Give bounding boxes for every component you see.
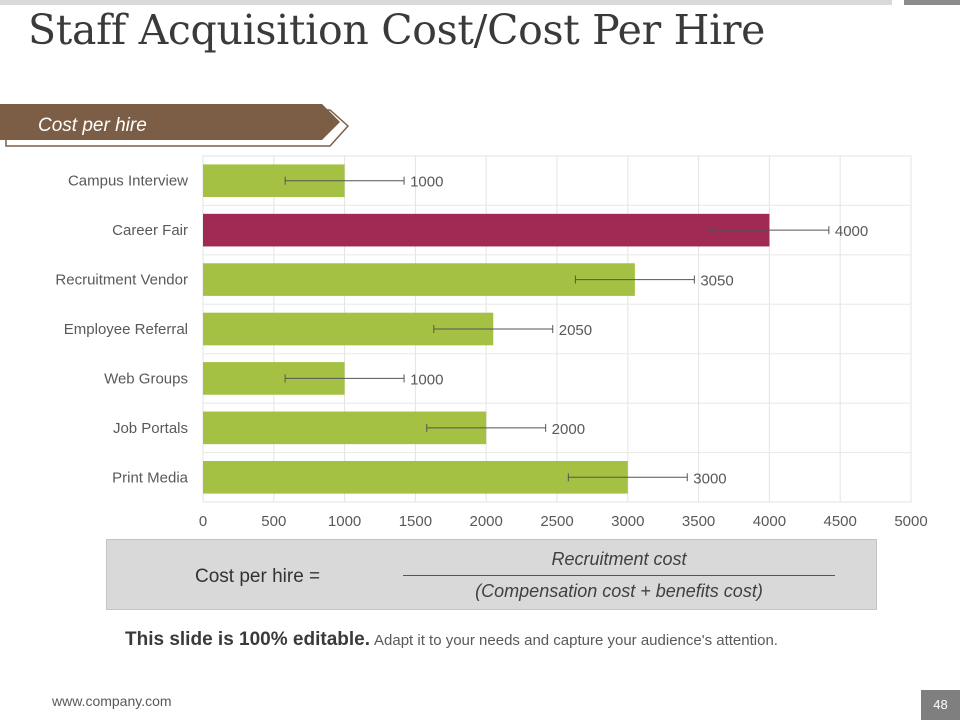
formula-denominator: (Compensation cost + benefits cost) (475, 581, 763, 601)
data-label: 3000 (693, 470, 726, 487)
slide-title: Staff Acquisition Cost/Cost Per Hire (28, 6, 766, 54)
formula-fraction-line (403, 575, 835, 576)
footer-url[interactable]: www.company.com (52, 693, 172, 709)
x-tick-label: 1500 (399, 513, 432, 530)
cost-per-hire-bar-chart: 0 500 1000 1500 2000 2500 3000 3500 4000 4500 5000… (55, 155, 928, 530)
top-rule-accent (904, 0, 960, 5)
x-tick-label: 3500 (682, 513, 715, 530)
chart-error-bars (284, 176, 830, 482)
formula-lhs: Cost per hire = (195, 566, 321, 587)
data-label: 4000 (835, 223, 868, 240)
section-banner (0, 104, 350, 147)
category-label: Print Media (112, 469, 189, 486)
x-tick-label: 4000 (753, 513, 786, 530)
x-tick-label: 3000 (611, 513, 644, 530)
top-rule (0, 0, 892, 5)
editable-note-rest: Adapt it to your needs and capture your … (374, 632, 778, 649)
category-label: Job Portals (113, 420, 188, 437)
data-label: 2050 (559, 322, 592, 339)
category-label: Recruitment Vendor (55, 272, 188, 289)
x-tick-label: 0 (199, 513, 207, 530)
section-banner-label: Cost per hire (38, 115, 147, 136)
x-tick-label: 4500 (824, 513, 857, 530)
chart-bars (203, 164, 770, 494)
page-number: 48 (921, 690, 960, 720)
data-label: 1000 (410, 371, 443, 388)
category-label: Campus Interview (68, 173, 188, 190)
editable-note: This slide is 100% editable. Adapt it to … (125, 629, 778, 651)
bar (203, 213, 770, 247)
bar (203, 263, 635, 296)
x-tick-label: 1000 (328, 513, 361, 530)
x-tick-label: 2000 (470, 513, 503, 530)
x-tick-label: 5000 (894, 513, 927, 530)
bar (203, 460, 628, 494)
x-tick-label: 500 (261, 513, 286, 530)
editable-note-bold: This slide is 100% editable. (125, 629, 370, 650)
data-label: 2000 (552, 421, 585, 438)
category-label: Web Groups (104, 370, 188, 387)
x-tick-label: 2500 (540, 513, 573, 530)
category-label: Career Fair (112, 222, 188, 239)
formula-numerator: Recruitment cost (551, 549, 687, 569)
category-label: Employee Referral (64, 321, 188, 338)
formula-box: Cost per hire = Recruitment cost (Compen… (106, 539, 877, 610)
data-label: 3050 (700, 273, 733, 290)
chart-labels: 0 500 1000 1500 2000 2500 3000 3500 4000 4500 5000… (55, 173, 927, 530)
data-label: 1000 (410, 174, 443, 191)
